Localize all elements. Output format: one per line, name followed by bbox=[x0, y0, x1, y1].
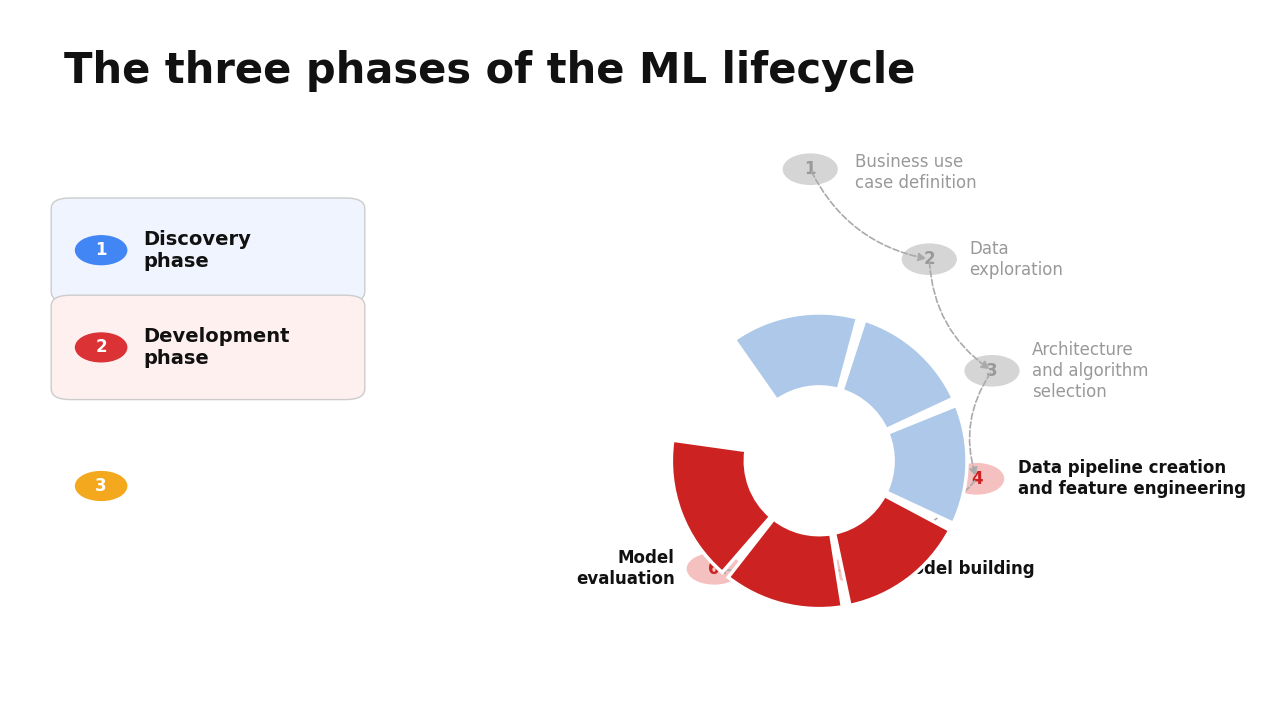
Circle shape bbox=[76, 472, 127, 500]
Text: Data pipeline creation
and feature engineering: Data pipeline creation and feature engin… bbox=[1018, 459, 1245, 498]
Wedge shape bbox=[886, 405, 966, 523]
Text: 5: 5 bbox=[855, 560, 865, 577]
Text: Model building: Model building bbox=[896, 560, 1034, 577]
Text: Model
evaluation: Model evaluation bbox=[576, 549, 675, 588]
Wedge shape bbox=[672, 440, 771, 572]
Wedge shape bbox=[835, 495, 950, 606]
Text: 1: 1 bbox=[805, 161, 815, 179]
Circle shape bbox=[76, 236, 127, 265]
Circle shape bbox=[687, 554, 741, 584]
Text: 2: 2 bbox=[923, 250, 936, 268]
FancyBboxPatch shape bbox=[51, 295, 365, 400]
FancyBboxPatch shape bbox=[51, 198, 365, 302]
Text: Business use
case definition: Business use case definition bbox=[855, 153, 977, 192]
Circle shape bbox=[76, 333, 127, 361]
Text: 3: 3 bbox=[95, 477, 108, 495]
Text: 6: 6 bbox=[709, 560, 719, 577]
Text: 1: 1 bbox=[96, 241, 106, 259]
Wedge shape bbox=[728, 519, 842, 608]
Text: Development
phase: Development phase bbox=[143, 327, 289, 368]
Text: Discovery
phase: Discovery phase bbox=[143, 230, 251, 271]
Wedge shape bbox=[735, 313, 858, 400]
Circle shape bbox=[965, 356, 1019, 386]
Text: Data
exploration: Data exploration bbox=[969, 240, 1062, 279]
Circle shape bbox=[950, 464, 1004, 494]
Wedge shape bbox=[842, 320, 954, 430]
Circle shape bbox=[902, 244, 956, 274]
Text: 3: 3 bbox=[986, 361, 998, 380]
Text: The three phases of the ML lifecycle: The three phases of the ML lifecycle bbox=[64, 50, 915, 92]
Text: 2: 2 bbox=[95, 338, 108, 356]
Circle shape bbox=[833, 554, 887, 584]
Text: Architecture
and algorithm
selection: Architecture and algorithm selection bbox=[1032, 341, 1148, 400]
Circle shape bbox=[783, 154, 837, 184]
Text: 4: 4 bbox=[970, 469, 983, 488]
